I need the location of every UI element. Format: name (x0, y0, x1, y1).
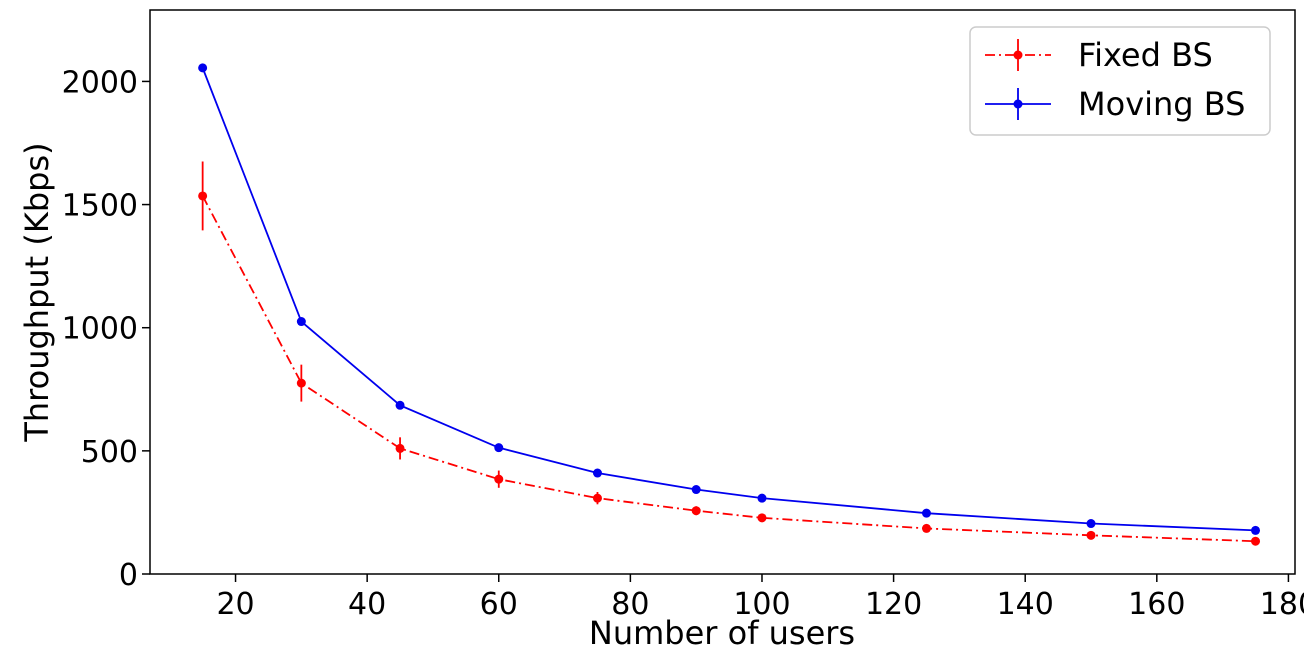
x-tick-label: 180 (1260, 587, 1304, 622)
data-point-fixed-bs (296, 378, 306, 388)
data-point-fixed-bs (494, 474, 504, 484)
legend: Fixed BS Moving BS (969, 26, 1271, 136)
data-point-moving-bs (691, 485, 701, 495)
legend-moving-marker (1013, 99, 1023, 109)
y-tick-label: 1500 (62, 189, 138, 224)
series-line-fixed-bs (201, 195, 1256, 543)
y-tick-label: 500 (81, 435, 138, 470)
data-point-fixed-bs (1086, 530, 1096, 540)
legend-box (969, 26, 1271, 136)
legend-fixed-marker (1013, 50, 1023, 60)
y-axis: 0 500 1000 1500 2000 (62, 65, 150, 593)
data-point-moving-bs (494, 443, 504, 453)
data-point-moving-bs (1086, 519, 1096, 529)
series-line-moving-bs (201, 67, 1256, 532)
y-tick-label: 2000 (62, 65, 138, 100)
data-point-moving-bs (198, 63, 208, 73)
data-point-fixed-bs (691, 506, 701, 516)
data-point-moving-bs (592, 468, 602, 478)
x-tick-label: 60 (480, 587, 518, 622)
x-tick-label: 40 (348, 587, 386, 622)
data-point-fixed-bs (1251, 536, 1261, 546)
data-point-fixed-bs (757, 513, 767, 523)
x-tick-label: 20 (216, 587, 254, 622)
legend-moving-label: Moving BS (1078, 85, 1245, 123)
data-point-moving-bs (1251, 525, 1261, 535)
y-axis-label: Throughput (Kbps) (18, 142, 56, 442)
y-tick-label: 1000 (62, 312, 138, 347)
x-tick-label: 100 (733, 587, 790, 622)
x-tick-label: 140 (997, 587, 1054, 622)
x-tick-label: 160 (1128, 587, 1185, 622)
data-point-fixed-bs (395, 443, 405, 453)
data-point-fixed-bs (921, 523, 931, 533)
data-point-moving-bs (395, 400, 405, 410)
legend-fixed-label: Fixed BS (1078, 36, 1213, 74)
data-point-moving-bs (757, 493, 767, 503)
x-tick-label: 80 (611, 587, 649, 622)
y-tick-label: 0 (119, 558, 138, 593)
x-tick-label: 120 (865, 587, 922, 622)
data-point-moving-bs (296, 317, 306, 327)
x-axis-label: Number of users (589, 614, 855, 650)
x-axis: 20 40 60 80 100 120 140 160 180 (216, 574, 1304, 622)
data-point-fixed-bs (592, 493, 602, 503)
series-layer (198, 63, 1261, 546)
data-point-fixed-bs (198, 191, 208, 201)
data-point-moving-bs (921, 508, 931, 518)
